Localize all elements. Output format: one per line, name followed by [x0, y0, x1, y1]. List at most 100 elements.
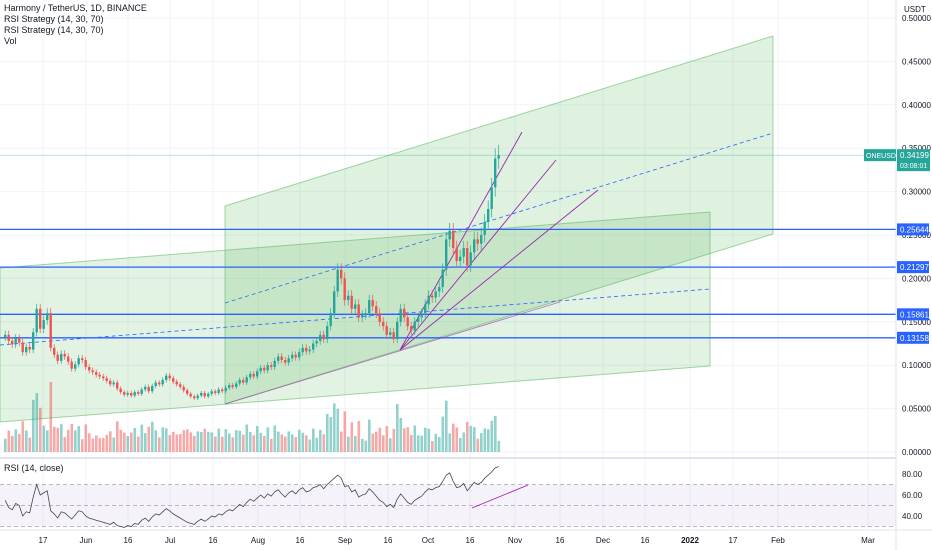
volume-bar: [308, 439, 312, 452]
level-price-tag: [897, 308, 929, 321]
volume-bar: [161, 427, 165, 452]
time-tick-label: Dec: [596, 536, 610, 545]
volume-bar: [210, 432, 214, 452]
candle-body: [487, 208, 490, 222]
volume-bar: [326, 414, 329, 452]
level-price-label: 0.13158: [900, 334, 929, 343]
volume-bar: [434, 433, 438, 452]
candle-body: [410, 326, 413, 331]
volume-bar: [301, 432, 305, 452]
candle-body: [266, 365, 269, 371]
volume-bar: [42, 425, 46, 452]
candle-body: [497, 155, 500, 159]
volume-bar: [116, 421, 119, 452]
candle-body: [147, 386, 150, 392]
volume-bar: [280, 434, 284, 452]
volume-bar: [144, 433, 147, 452]
candle-body: [7, 334, 10, 341]
time-tick-label: 16: [296, 536, 305, 545]
time-tick-label: 16: [556, 536, 565, 545]
volume-bar: [189, 432, 193, 452]
time-tick-label: 16: [466, 536, 475, 545]
current-price-label: 0.34199: [900, 151, 929, 160]
time-tick-label: 16: [641, 536, 650, 545]
candle-body: [420, 313, 423, 318]
candle-body: [382, 321, 385, 327]
volume-bar: [497, 440, 501, 452]
volume-bar: [284, 436, 287, 452]
volume-bar: [158, 437, 161, 452]
candle-body: [480, 235, 483, 244]
volume-bar: [119, 429, 123, 452]
candle-body: [84, 359, 87, 367]
time-tick-label: 17: [729, 536, 738, 545]
level-price-label: 0.21297: [900, 263, 929, 272]
volume-bar: [175, 434, 179, 452]
time-tick-label: Oct: [422, 536, 435, 545]
volume-bar: [252, 435, 256, 452]
candle-body: [469, 252, 472, 266]
candle-body: [280, 356, 283, 360]
candle-body: [112, 382, 115, 385]
candle-body: [301, 347, 304, 353]
volume-bar: [21, 421, 25, 452]
time-tick-label: Nov: [508, 536, 522, 545]
candle-body: [77, 358, 80, 365]
candle-body: [476, 239, 479, 244]
candle-body: [193, 396, 196, 399]
candle-body: [140, 389, 143, 394]
volume-bar: [84, 424, 88, 452]
time-tick-label: 16: [384, 536, 393, 545]
candle-body: [88, 366, 91, 371]
volume-bar: [266, 427, 270, 452]
price-tick-label: 0.20000: [902, 274, 931, 283]
volume-bar: [151, 421, 154, 452]
candle-body: [256, 371, 259, 377]
candle-body: [200, 392, 203, 396]
volume-legend[interactable]: Vol: [4, 36, 17, 46]
time-tick-label: Aug: [251, 536, 265, 545]
rsi-tick-label: 60.00: [902, 491, 923, 500]
volume-bar: [63, 437, 67, 452]
candle-body: [203, 392, 206, 397]
candle-body: [336, 269, 339, 292]
candle-body: [25, 346, 28, 353]
fan-line: [399, 159, 557, 351]
candle-body: [375, 306, 378, 314]
candle-body: [403, 308, 406, 318]
candle-body: [252, 373, 255, 377]
candle-body: [308, 349, 311, 352]
symbol-title[interactable]: Harmony / TetherUS, 1D, BINANCE: [4, 3, 147, 13]
indicator-legend-2[interactable]: RSI Strategy (14, 30, 70): [4, 25, 104, 35]
volume-bar: [357, 421, 361, 452]
indicator-legend-1[interactable]: RSI Strategy (14, 30, 70): [4, 14, 104, 24]
candle-body: [263, 367, 266, 371]
candle-body: [98, 374, 101, 377]
candle-body: [105, 378, 108, 381]
volume-bar: [487, 429, 490, 452]
volume-bar: [154, 430, 158, 452]
candle-body: [116, 382, 119, 389]
time-tick-label: Feb: [771, 536, 785, 545]
level-price-label: 0.25644: [900, 225, 929, 234]
candle-body: [413, 321, 416, 331]
candle-body: [158, 382, 161, 385]
volume-bar: [319, 429, 322, 452]
volume-bar: [245, 424, 249, 452]
candle-body: [217, 389, 220, 393]
volume-bar: [494, 415, 497, 452]
rsi-legend[interactable]: RSI (14, close): [4, 463, 64, 473]
volume-bar: [333, 403, 336, 452]
volume-bar: [123, 432, 126, 452]
volume-bar: [242, 434, 245, 452]
volume-bar: [35, 393, 39, 452]
volume-bar: [385, 426, 389, 452]
volume-bar: [32, 399, 35, 452]
candle-body: [287, 358, 290, 363]
current-price-tag: [897, 149, 930, 172]
candle-body: [340, 269, 343, 279]
volume-bar: [403, 428, 406, 452]
candle-body: [119, 388, 122, 393]
